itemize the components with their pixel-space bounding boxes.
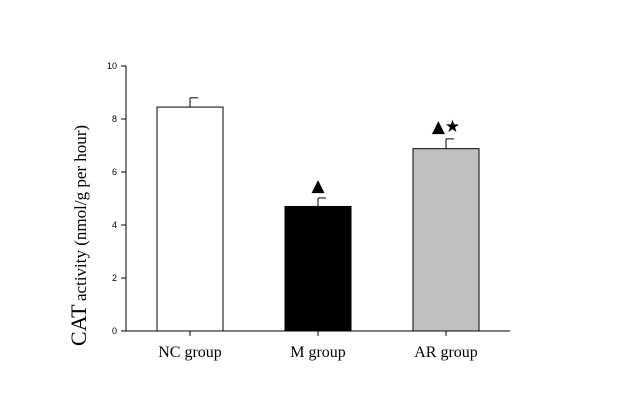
bar-nc-group <box>156 106 224 332</box>
bars: ▲ ▲★ <box>156 97 480 332</box>
bar-ar-group <box>412 148 480 332</box>
significance-marker: ▲★ <box>432 117 460 137</box>
x-category-label: AR group <box>414 344 478 361</box>
bar-m-group <box>284 205 352 332</box>
y-axis-label-main: CAT <box>66 304 91 346</box>
y-tick-label: 2 <box>112 273 117 283</box>
significance-marker: ▲ <box>311 176 325 196</box>
y-tick-label: 10 <box>107 61 117 71</box>
y-tick-label: 0 <box>112 326 117 336</box>
x-category-label: NC group <box>158 344 222 361</box>
y-tick-label: 4 <box>112 220 117 230</box>
y-tick-label: 6 <box>112 167 117 177</box>
y-axis-label-sub: activity (nmol/g per hour) <box>71 125 90 301</box>
x-category-label: M group <box>290 344 346 361</box>
y-tick-label: 8 <box>112 114 117 124</box>
